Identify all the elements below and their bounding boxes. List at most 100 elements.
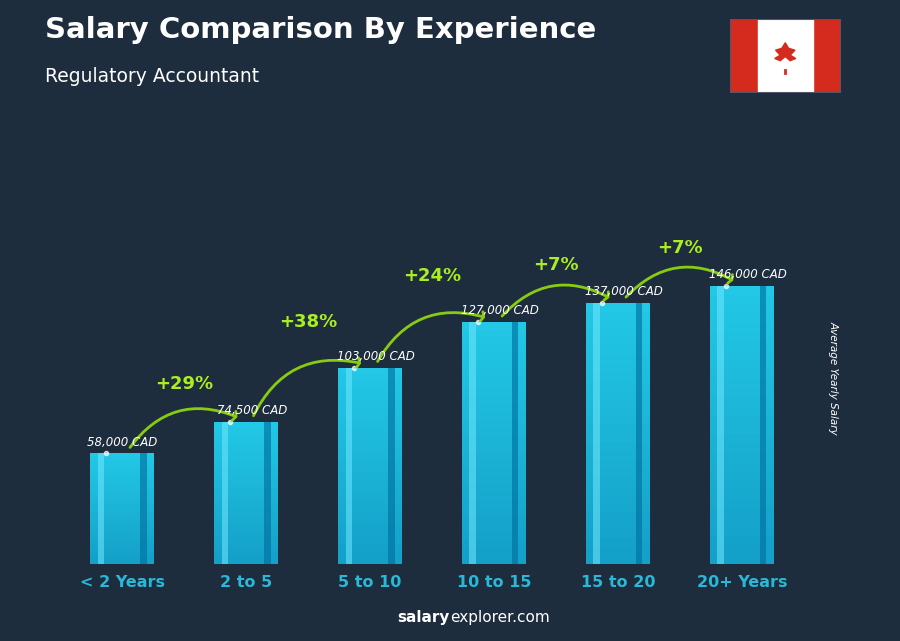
Bar (140, 453, 147, 564)
Text: 74,500 CAD: 74,500 CAD (217, 404, 287, 417)
Bar (90, 472, 155, 476)
Bar (346, 368, 352, 564)
Bar (214, 451, 278, 455)
Bar (338, 479, 402, 485)
Bar (214, 522, 278, 526)
Text: +29%: +29% (155, 375, 213, 393)
Bar (586, 451, 650, 460)
Bar (462, 395, 526, 403)
Bar (586, 469, 650, 477)
Bar (462, 499, 526, 508)
Bar (709, 527, 774, 537)
Bar (462, 411, 526, 419)
Bar (90, 509, 155, 512)
Text: Average Yearly Salary: Average Yearly Salary (829, 321, 839, 435)
Bar (462, 459, 526, 467)
Bar (338, 401, 402, 407)
Bar (586, 381, 650, 390)
Bar (709, 304, 774, 313)
Bar (338, 446, 402, 453)
Bar (90, 468, 155, 472)
Bar (709, 323, 774, 332)
Bar (462, 378, 526, 387)
Bar (90, 535, 155, 538)
Bar (758, 19, 813, 93)
Bar (462, 483, 526, 492)
Bar (709, 545, 774, 555)
Text: 127,000 CAD: 127,000 CAD (462, 304, 539, 317)
Bar (462, 427, 526, 435)
Bar (338, 525, 402, 531)
Bar (90, 553, 155, 556)
Bar (338, 374, 402, 381)
Bar (709, 434, 774, 444)
Bar (586, 416, 650, 425)
Bar (90, 538, 155, 542)
Bar (709, 499, 774, 508)
Bar (462, 508, 526, 515)
Bar (586, 494, 650, 503)
Bar (709, 490, 774, 499)
Bar (462, 443, 526, 451)
Bar (338, 519, 402, 525)
Text: 58,000 CAD: 58,000 CAD (87, 436, 158, 449)
Bar (90, 556, 155, 560)
Bar (636, 303, 643, 564)
Bar (264, 422, 271, 564)
Bar (214, 445, 278, 451)
Bar (462, 387, 526, 395)
Bar (709, 444, 774, 453)
Bar (90, 531, 155, 535)
Bar (214, 460, 278, 465)
Bar (586, 320, 650, 329)
Bar (462, 451, 526, 459)
Bar (586, 520, 650, 529)
Polygon shape (775, 43, 796, 61)
Bar (90, 560, 155, 564)
Bar (214, 441, 278, 445)
Bar (709, 415, 774, 425)
Bar (90, 542, 155, 545)
Bar (586, 503, 650, 512)
Bar (512, 322, 518, 564)
Bar (709, 406, 774, 415)
Bar (214, 431, 278, 437)
Bar (586, 538, 650, 547)
Bar (586, 460, 650, 469)
Bar (90, 545, 155, 549)
Text: 146,000 CAD: 146,000 CAD (709, 268, 787, 281)
Bar (462, 403, 526, 411)
Bar (586, 364, 650, 372)
Bar (214, 493, 278, 498)
Text: Salary Comparison By Experience: Salary Comparison By Experience (45, 16, 596, 44)
Bar (338, 512, 402, 519)
Bar (214, 465, 278, 469)
Bar (338, 492, 402, 499)
Bar (709, 332, 774, 342)
Bar (214, 498, 278, 503)
Bar (90, 483, 155, 487)
Bar (462, 515, 526, 524)
Bar (709, 286, 774, 295)
Bar (338, 472, 402, 479)
Bar (338, 433, 402, 440)
Text: +38%: +38% (279, 313, 338, 331)
Bar (214, 531, 278, 536)
Bar (214, 437, 278, 441)
Bar (709, 508, 774, 518)
Bar (90, 516, 155, 520)
Bar (709, 313, 774, 323)
Bar (709, 462, 774, 471)
Bar (709, 481, 774, 490)
Bar (90, 494, 155, 497)
Bar (709, 369, 774, 378)
Bar (586, 338, 650, 346)
Bar (214, 540, 278, 545)
Text: 137,000 CAD: 137,000 CAD (585, 285, 663, 298)
Bar (90, 487, 155, 490)
Bar (586, 529, 650, 538)
Bar (338, 381, 402, 387)
Bar (709, 397, 774, 406)
Bar (709, 342, 774, 351)
Bar (90, 497, 155, 501)
